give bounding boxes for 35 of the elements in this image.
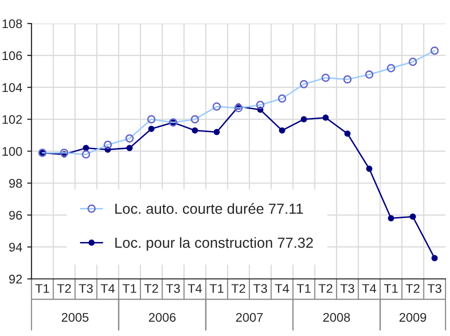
- x-tick-label: T2: [406, 284, 420, 293]
- x-tick-label: T1: [384, 284, 398, 293]
- x-tick-label: T4: [362, 284, 376, 293]
- x-tick-label: T2: [231, 284, 246, 293]
- x-tick-label: T3: [166, 284, 180, 293]
- x-tick-label: T2: [318, 284, 332, 293]
- text: 2009: [400, 312, 426, 322]
- x-tick-label: T1: [122, 284, 136, 293]
- text: 2006: [148, 312, 176, 322]
- y-tick-label: 96: [9, 210, 22, 220]
- x-tick-label: T3: [78, 284, 93, 293]
- y-tick-label: 94: [9, 242, 22, 252]
- x-tick-label: T3: [428, 284, 442, 293]
- y-tick-label: 104: [2, 83, 22, 92]
- text: 2007: [236, 312, 263, 322]
- y-tick-label: 102: [2, 115, 22, 124]
- legend-label: Loc. pour la construction 77.32: [115, 237, 313, 251]
- y-tick-label: 106: [2, 51, 22, 60]
- text: 2005: [62, 312, 88, 322]
- x-tick-label: T1: [35, 284, 50, 293]
- y-tick-label: 100: [2, 147, 22, 156]
- x-tick-label: T4: [100, 284, 115, 293]
- x-tick-label: T1: [296, 284, 311, 293]
- y-tick-label: 92: [9, 274, 22, 284]
- legend-label: Loc. auto. courte durée 77.11: [115, 203, 303, 214]
- x-tick-label: T4: [275, 284, 290, 293]
- x-tick-label: T2: [144, 284, 158, 293]
- x-tick-label: T3: [340, 284, 354, 293]
- x-tick-label: T3: [253, 284, 268, 293]
- x-tick-label: T2: [57, 284, 71, 293]
- y-tick-label: 108: [2, 19, 22, 28]
- text: 2008: [323, 312, 350, 322]
- x-tick-label: T4: [188, 284, 202, 293]
- x-tick-label: T1: [210, 284, 224, 293]
- y-tick-label: 98: [9, 178, 22, 188]
